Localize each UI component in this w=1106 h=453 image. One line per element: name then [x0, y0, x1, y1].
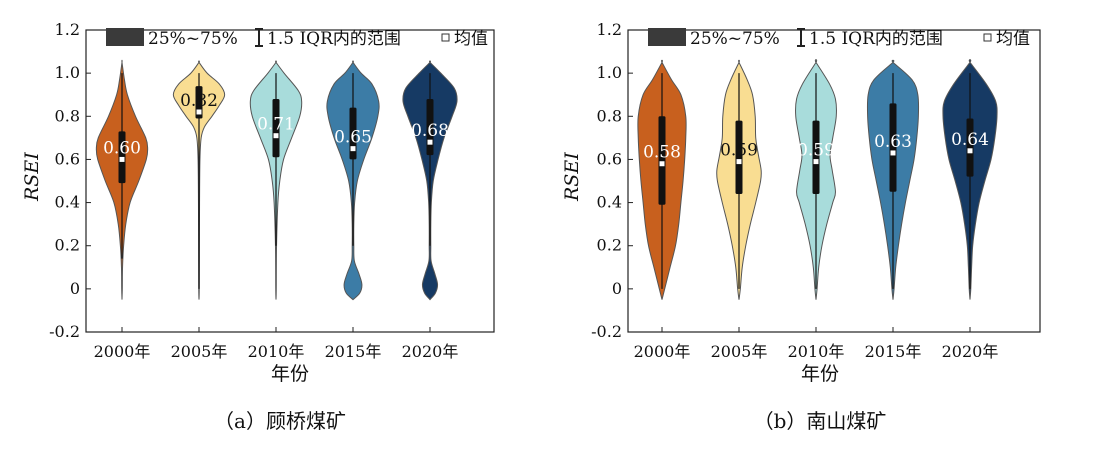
violin-mean-value: 0.63 [874, 132, 912, 152]
legend-box-swatch [106, 28, 144, 46]
violin-mean-value: 0.68 [411, 121, 449, 141]
y-tick-label: 0.2 [597, 236, 622, 255]
violins-group: 0.60 0.82 0.71 0.65 0.68 [95, 59, 458, 301]
violin-mean-value: 0.59 [797, 141, 835, 161]
y-tick-label: 0 [612, 279, 622, 298]
legend-whisker-icon [255, 28, 263, 47]
panel-a: 0.60 0.82 0.71 0.65 0.68 -0.2 0 0.2 0.4 0.6 0.8 1.… [21, 20, 495, 433]
y-tick-label: 1.0 [597, 63, 622, 82]
legend-mean-label: 均值 [454, 29, 488, 49]
violin-mean-value: 0.59 [720, 141, 758, 161]
violin-iqr-box [812, 120, 820, 194]
x-axis-ticks: 2000年 2005年 2010年 2015年 2020年 [634, 327, 999, 361]
panel-caption: （a）顾桥煤矿 [214, 409, 346, 433]
panel-caption: （b）南山煤矿 [754, 409, 887, 433]
x-tick-label: 2005年 [711, 342, 768, 361]
violin-mean-value: 0.64 [951, 130, 989, 150]
y-tick-label: 0.6 [55, 149, 80, 168]
x-tick-label: 2005年 [171, 342, 228, 361]
violin-mean-marker [735, 158, 743, 166]
y-axis-title: RSEI [561, 152, 583, 202]
violin-iqr-box [889, 103, 897, 192]
violin-mean-marker [118, 155, 126, 163]
y-tick-label: 0.8 [597, 106, 622, 125]
x-axis-title: 年份 [801, 363, 839, 385]
violin-mean-marker [658, 160, 666, 168]
violin-mean-marker [426, 138, 434, 146]
y-tick-label: 0.4 [597, 193, 622, 212]
legend-whisker-label: 1.5 IQR内的范围 [809, 29, 943, 49]
violin-mean-value: 0.82 [180, 91, 218, 111]
legend-box-swatch [648, 28, 686, 46]
y-tick-label: 0.8 [55, 106, 80, 125]
violin-mean-marker [349, 145, 357, 153]
legend: 25%~75% 1.5 IQR内的范围 均值 [648, 28, 1030, 49]
legend-whisker-label: 1.5 IQR内的范围 [267, 29, 401, 49]
x-tick-label: 2020年 [942, 342, 999, 361]
violin-mean-marker [272, 132, 280, 140]
legend-box-label: 25%~75% [148, 29, 238, 49]
y-axis-title: RSEI [21, 152, 43, 202]
y-tick-label: 0.4 [55, 193, 80, 212]
violin-mean-marker [889, 149, 897, 157]
y-tick-label: 1.2 [597, 20, 622, 39]
violin-iqr-box [735, 120, 743, 194]
violin-iqr-box [272, 99, 280, 158]
x-axis-title: 年份 [271, 363, 309, 385]
legend-mean-label: 均值 [996, 29, 1030, 49]
x-tick-label: 2020年 [402, 342, 459, 361]
violin-mean-value: 0.58 [643, 143, 681, 163]
legend-mean-icon [983, 33, 992, 42]
y-tick-label: 1.0 [55, 63, 80, 82]
y-axis-ticks: -0.2 0 0.2 0.4 0.6 0.8 1.0 1.2 [49, 20, 91, 341]
violin-mean-value: 0.71 [257, 115, 295, 135]
y-tick-label: -0.2 [591, 322, 622, 341]
panel-b: 0.58 0.59 0.59 0.63 0.64 -0.2 0 0.2 0.4 0.6 0.8 1.… [561, 20, 1041, 433]
legend-box-label: 25%~75% [690, 29, 780, 49]
legend-mean-icon [441, 33, 450, 42]
violin-mean-marker [195, 108, 203, 116]
y-tick-label: -0.2 [49, 322, 80, 341]
violins-group: 0.58 0.59 0.59 0.63 0.64 [637, 59, 998, 300]
violin-mean-value: 0.65 [334, 128, 372, 148]
violin-mean-value: 0.60 [103, 138, 141, 158]
plot-frame [627, 29, 1041, 333]
x-tick-label: 2000年 [94, 342, 151, 361]
violin-mean-marker [966, 147, 974, 155]
y-tick-label: 0.6 [597, 149, 622, 168]
y-tick-label: 1.2 [55, 20, 80, 39]
x-tick-label: 2000年 [634, 342, 691, 361]
x-tick-label: 2010年 [788, 342, 845, 361]
x-axis-ticks: 2000年 2005年 2010年 2015年 2020年 [94, 327, 459, 361]
y-tick-label: 0 [70, 279, 80, 298]
x-tick-label: 2015年 [325, 342, 382, 361]
plot-frame [85, 29, 495, 333]
legend: 25%~75% 1.5 IQR内的范围 均值 [106, 28, 488, 49]
y-axis-ticks: -0.2 0 0.2 0.4 0.6 0.8 1.0 1.2 [591, 20, 633, 341]
x-tick-label: 2015年 [865, 342, 922, 361]
y-tick-label: 0.2 [55, 236, 80, 255]
violin-mean-marker [812, 158, 820, 166]
legend-whisker-icon [797, 28, 805, 47]
x-tick-label: 2010年 [248, 342, 305, 361]
